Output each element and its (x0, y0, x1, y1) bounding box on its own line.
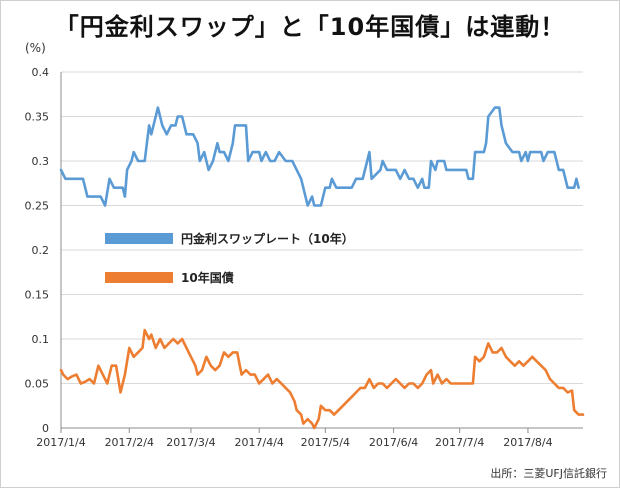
x-tick-label: 2017/7/4 (435, 436, 484, 449)
chart-title: 「円金利スワップ」と「10年国債」は連動！ (54, 13, 566, 41)
data-series (59, 106, 585, 430)
jgb-10y-line (59, 328, 585, 430)
y-tick-label: 0.2 (32, 244, 50, 257)
y-tick-label: 0 (42, 422, 49, 435)
y-tick-label: 0.25 (25, 200, 50, 213)
y-axis-ticks: 0 0.05 0.1 0.15 0.2 0.25 0.3 0.35 0.4 (25, 66, 50, 435)
legend-swatch (105, 272, 173, 283)
x-tick-label: 2017/6/4 (369, 436, 418, 449)
x-tick-label: 2017/4/4 (235, 436, 284, 449)
x-tick-label: 2017/3/4 (166, 436, 215, 449)
swap-rate-line (59, 106, 580, 207)
x-tick-label: 2017/1/4 (36, 436, 85, 449)
y-tick-label: 0.3 (32, 155, 50, 168)
grid-lines (60, 71, 583, 429)
legend-label: 円金利スワップレート（10年） (181, 231, 354, 246)
x-tick-label: 2017/2/4 (105, 436, 154, 449)
x-tick-label: 2017/5/4 (301, 436, 350, 449)
y-axis-unit-label: (%) (25, 41, 46, 55)
source-note: 出所：三菱UFJ信託銀行 (490, 467, 607, 480)
x-axis-ticks: 2017/1/4 2017/2/4 2017/3/4 2017/4/4 2017/5/4… (36, 428, 553, 449)
legend: 円金利スワップレート（10年） 10年国債 (105, 231, 354, 285)
y-tick-label: 0.35 (25, 111, 50, 124)
y-tick-label: 0.05 (25, 378, 50, 391)
legend-label: 10年国債 (181, 270, 234, 285)
y-tick-label: 0.15 (25, 289, 50, 302)
legend-swatch (105, 233, 173, 244)
x-tick-label: 2017/8/4 (503, 436, 552, 449)
y-tick-label: 0.1 (32, 333, 50, 346)
y-tick-label: 0.4 (32, 66, 50, 79)
